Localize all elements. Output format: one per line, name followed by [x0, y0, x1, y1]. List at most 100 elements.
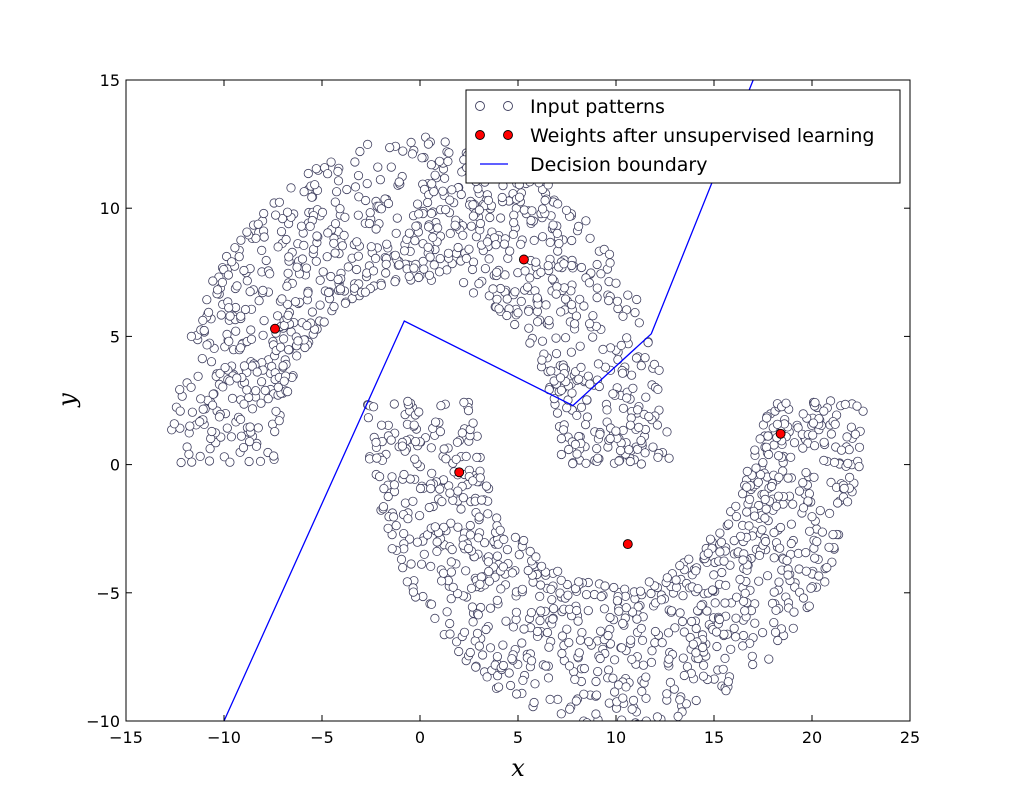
input-pattern-point-lower [803, 496, 813, 506]
input-pattern-point-upper [510, 319, 520, 330]
input-pattern-point-lower [773, 491, 784, 501]
input-pattern-point-upper [217, 277, 227, 287]
input-pattern-point-upper [576, 362, 586, 372]
input-pattern-point-lower [657, 638, 667, 648]
x-tick-label: −10 [207, 728, 241, 747]
input-pattern-point-upper [193, 371, 203, 381]
input-pattern-point-upper [611, 426, 621, 436]
input-pattern-point-lower [406, 559, 416, 569]
input-pattern-point-lower [666, 606, 677, 616]
input-pattern-point-upper [205, 444, 215, 454]
input-pattern-point-upper [618, 403, 629, 413]
input-pattern-point-lower [854, 442, 865, 452]
input-pattern-point-upper [185, 421, 195, 431]
input-pattern-point-upper [386, 162, 396, 172]
input-pattern-point-lower [532, 626, 543, 637]
input-pattern-point-lower [427, 468, 437, 478]
input-pattern-point-upper [649, 359, 660, 369]
x-tick-label: 0 [415, 728, 425, 747]
input-pattern-point-upper [634, 318, 644, 328]
input-pattern-point-upper [447, 185, 457, 195]
input-pattern-point-lower [826, 429, 837, 439]
input-pattern-point-lower [720, 653, 730, 664]
input-pattern-point-lower [530, 679, 540, 689]
input-pattern-point-upper [360, 287, 370, 297]
input-pattern-point-upper [391, 228, 401, 238]
input-pattern-point-upper [593, 453, 603, 463]
input-pattern-point-upper [236, 235, 246, 245]
input-pattern-point-lower [426, 483, 436, 494]
input-pattern-point-lower [535, 615, 545, 626]
input-pattern-point-upper [404, 228, 414, 238]
input-pattern-point-upper [574, 374, 584, 384]
input-pattern-point-lower [840, 399, 850, 409]
input-pattern-point-lower [712, 641, 722, 652]
input-pattern-point-upper [333, 176, 344, 186]
input-pattern-point-upper [532, 317, 543, 327]
input-pattern-point-lower [819, 455, 829, 465]
input-pattern-point-upper [270, 210, 281, 220]
input-pattern-point-upper [654, 365, 664, 375]
input-pattern-point-upper [335, 284, 345, 294]
input-pattern-point-lower [414, 510, 425, 521]
input-pattern-point-upper [253, 423, 263, 433]
input-pattern-point-upper [492, 294, 502, 304]
input-pattern-point-lower [819, 406, 829, 416]
input-pattern-point-lower [577, 627, 587, 638]
input-pattern-point-upper [303, 288, 313, 298]
input-pattern-point-upper [230, 243, 240, 253]
input-pattern-point-upper [365, 208, 375, 218]
input-pattern-point-lower [762, 571, 773, 581]
input-pattern-point-upper [265, 269, 275, 279]
input-pattern-point-upper [522, 282, 533, 292]
input-pattern-point-lower [542, 627, 553, 638]
input-pattern-point-lower [379, 483, 389, 494]
input-pattern-point-lower [410, 436, 421, 447]
input-pattern-point-upper [426, 208, 437, 218]
input-pattern-point-upper [215, 368, 225, 378]
input-pattern-point-upper [653, 452, 663, 462]
input-pattern-point-upper [277, 294, 287, 304]
input-pattern-point-upper [381, 259, 391, 269]
input-pattern-point-upper [598, 344, 608, 354]
input-pattern-point-upper [612, 296, 623, 306]
input-pattern-point-lower [618, 693, 628, 703]
input-pattern-point-upper [307, 307, 317, 317]
legend-marker-input-patterns [475, 101, 485, 111]
input-pattern-point-lower [391, 520, 401, 531]
input-pattern-point-upper [330, 197, 340, 207]
x-tick-label: 20 [802, 728, 822, 747]
input-pattern-point-lower [836, 445, 847, 455]
input-pattern-point-upper [514, 192, 525, 202]
input-pattern-point-lower [536, 561, 547, 571]
input-pattern-point-lower [652, 712, 662, 721]
input-pattern-point-lower [760, 536, 771, 547]
input-pattern-point-upper [445, 195, 455, 205]
input-pattern-point-upper [491, 240, 501, 250]
x-tick-label: −15 [109, 728, 143, 747]
input-pattern-point-upper [404, 271, 414, 281]
input-pattern-point-lower [808, 418, 819, 428]
input-pattern-point-lower [562, 624, 572, 634]
input-pattern-point-upper [483, 195, 493, 205]
input-pattern-point-lower [465, 530, 475, 540]
input-pattern-point-upper [453, 242, 463, 253]
input-pattern-point-upper [270, 426, 280, 437]
input-pattern-point-lower [510, 532, 521, 543]
input-pattern-point-lower [584, 636, 594, 647]
input-pattern-point-upper [546, 366, 556, 376]
input-pattern-point-upper [564, 444, 574, 455]
input-pattern-point-lower [769, 553, 779, 563]
input-pattern-point-upper [579, 301, 589, 311]
input-pattern-point-upper [195, 417, 205, 427]
input-pattern-point-lower [511, 689, 522, 699]
input-pattern-point-upper [360, 195, 371, 206]
input-pattern-point-lower [399, 469, 409, 480]
input-pattern-point-lower [446, 567, 456, 577]
input-pattern-point-upper [394, 177, 404, 187]
input-pattern-point-lower [389, 399, 399, 409]
input-pattern-point-lower [662, 573, 672, 583]
input-pattern-point-lower [769, 617, 779, 628]
input-pattern-point-lower [641, 672, 651, 682]
input-pattern-point-lower [783, 473, 793, 483]
